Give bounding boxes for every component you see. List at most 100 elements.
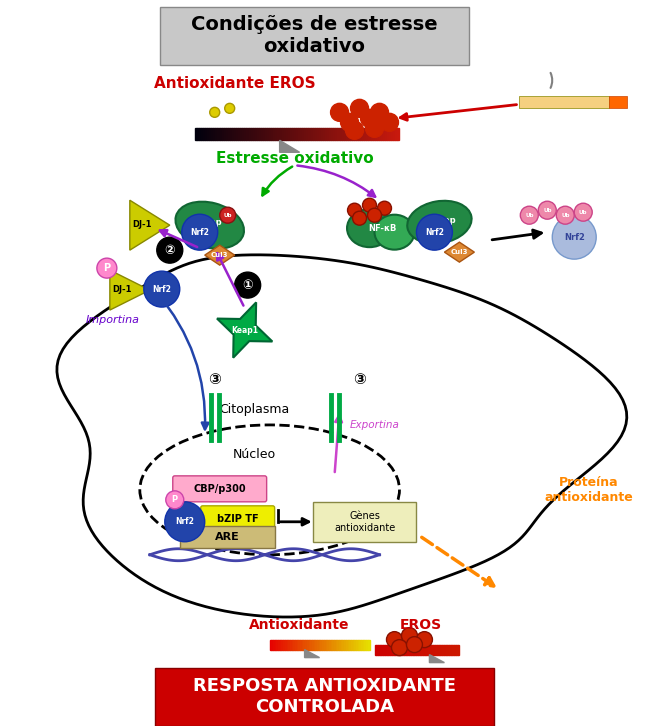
Circle shape	[363, 198, 376, 212]
Circle shape	[553, 215, 596, 259]
Text: Condições de estresse
oxidativo: Condições de estresse oxidativo	[191, 15, 438, 56]
Bar	[302, 640, 304, 650]
Circle shape	[157, 237, 183, 263]
Bar	[297, 640, 298, 650]
Bar	[309, 129, 311, 140]
FancyBboxPatch shape	[180, 526, 275, 547]
Bar	[275, 640, 277, 650]
Polygon shape	[444, 242, 474, 262]
Bar	[418, 645, 420, 655]
Bar	[292, 129, 294, 140]
Bar	[288, 640, 290, 650]
Bar	[397, 645, 399, 655]
Bar	[348, 640, 350, 650]
Bar	[405, 645, 407, 655]
Circle shape	[520, 206, 538, 224]
Bar	[432, 645, 434, 655]
Text: EROS: EROS	[399, 618, 442, 632]
Bar	[420, 645, 421, 655]
Bar	[298, 129, 300, 140]
Text: ③: ③	[208, 372, 221, 388]
Circle shape	[166, 491, 184, 509]
Circle shape	[340, 113, 359, 131]
Text: Keap: Keap	[432, 216, 456, 224]
Circle shape	[353, 211, 367, 225]
Bar	[341, 640, 342, 650]
Polygon shape	[205, 245, 235, 265]
Bar	[238, 129, 240, 140]
Text: Ub: Ub	[543, 208, 551, 213]
Circle shape	[348, 203, 361, 217]
Bar	[383, 129, 385, 140]
Text: CBP/p300: CBP/p300	[193, 484, 246, 494]
Bar	[346, 640, 348, 650]
Bar	[313, 129, 315, 140]
Text: Cul3: Cul3	[211, 252, 229, 258]
FancyBboxPatch shape	[519, 97, 609, 108]
Bar	[453, 645, 454, 655]
Bar	[282, 129, 284, 140]
Circle shape	[371, 103, 388, 121]
Bar	[259, 129, 261, 140]
Bar	[315, 640, 317, 650]
Bar	[385, 645, 386, 655]
Bar	[368, 640, 369, 650]
Polygon shape	[305, 650, 319, 658]
Bar	[315, 129, 317, 140]
Bar	[435, 645, 437, 655]
Bar	[344, 129, 346, 140]
Bar	[209, 129, 212, 140]
Bar	[212, 129, 214, 140]
Bar	[307, 640, 309, 650]
Bar	[298, 640, 300, 650]
Bar	[360, 129, 362, 140]
Bar	[380, 645, 382, 655]
FancyBboxPatch shape	[155, 668, 494, 725]
Circle shape	[97, 258, 117, 278]
Bar	[203, 129, 205, 140]
Bar	[391, 129, 394, 140]
Bar	[286, 129, 288, 140]
Text: Nrf2: Nrf2	[564, 232, 585, 242]
Bar	[421, 645, 423, 655]
Bar	[246, 129, 248, 140]
Bar	[354, 640, 356, 650]
Bar	[415, 645, 416, 655]
Bar	[311, 129, 313, 140]
Bar	[334, 640, 336, 650]
Polygon shape	[57, 255, 627, 617]
Bar	[434, 645, 435, 655]
FancyBboxPatch shape	[609, 97, 627, 108]
Bar	[357, 640, 359, 650]
Bar	[336, 640, 337, 650]
Bar	[428, 645, 430, 655]
Bar	[240, 129, 242, 140]
Ellipse shape	[374, 215, 415, 250]
Bar	[373, 129, 374, 140]
Bar	[205, 129, 207, 140]
Text: Cul3: Cul3	[451, 249, 468, 255]
Circle shape	[351, 99, 369, 118]
Bar	[284, 129, 286, 140]
Circle shape	[219, 207, 236, 223]
Bar	[290, 129, 292, 140]
Bar	[361, 640, 363, 650]
Bar	[389, 129, 391, 140]
Bar	[335, 129, 338, 140]
Bar	[456, 645, 458, 655]
Bar	[214, 129, 215, 140]
Bar	[426, 645, 428, 655]
Bar	[404, 645, 405, 655]
Bar	[365, 129, 367, 140]
Bar	[257, 129, 259, 140]
Bar	[339, 640, 341, 650]
Bar	[369, 129, 371, 140]
Text: Nrf2: Nrf2	[152, 285, 171, 293]
Bar	[385, 129, 387, 140]
Bar	[236, 129, 238, 140]
Bar	[267, 129, 269, 140]
Text: Ub: Ub	[579, 210, 587, 215]
Bar	[430, 645, 432, 655]
Bar	[309, 640, 310, 650]
Bar	[215, 129, 217, 140]
